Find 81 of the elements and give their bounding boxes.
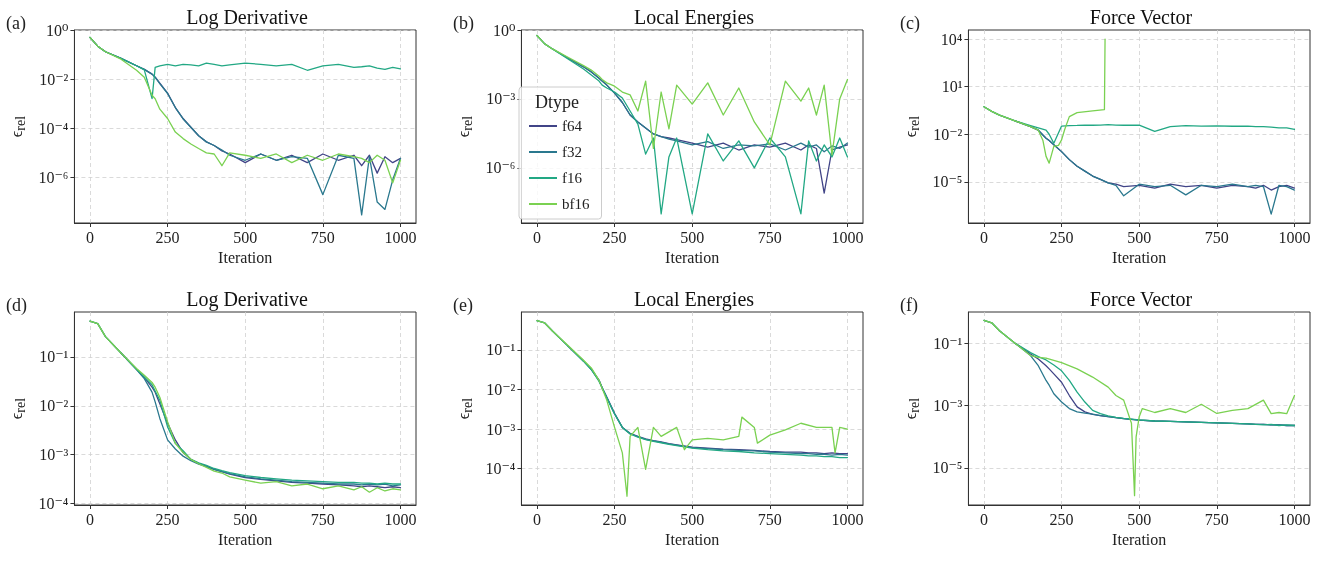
y-tick-label: 10⁻³ bbox=[39, 446, 69, 464]
x-tick-label: 750 bbox=[310, 510, 335, 528]
x-tick-label: 250 bbox=[155, 510, 180, 528]
y-tick-label: 10⁻¹ bbox=[486, 341, 516, 359]
x-tick-label: 500 bbox=[680, 510, 705, 528]
text: (f) bbox=[900, 295, 918, 316]
x-axis-title: Iteration bbox=[665, 531, 720, 549]
text: (b) bbox=[453, 13, 474, 34]
x-tick-label: 0 bbox=[85, 510, 94, 528]
x-tick-label: 750 bbox=[757, 228, 782, 246]
x-tick-label: 500 bbox=[233, 228, 258, 246]
x-tick-label: 500 bbox=[1127, 510, 1152, 528]
x-tick-label: 0 bbox=[532, 228, 541, 246]
x-tick-label: 0 bbox=[532, 510, 541, 528]
chart-title: Force Vector bbox=[1089, 288, 1193, 310]
y-axis-title: ϵrel bbox=[7, 115, 28, 138]
x-tick-label: 750 bbox=[1204, 228, 1229, 246]
legend-title: Dtype bbox=[535, 92, 579, 112]
x-tick-label: 1000 bbox=[831, 510, 864, 528]
x-tick-label: 0 bbox=[979, 228, 988, 246]
text: (a) bbox=[6, 13, 26, 34]
x-tick-label: 1000 bbox=[1278, 228, 1311, 246]
chart-title: Log Derivative bbox=[186, 6, 308, 29]
y-tick-label: 10⁻⁶ bbox=[38, 168, 69, 186]
chart-title: Log Derivative bbox=[186, 288, 308, 311]
text: (d) bbox=[6, 295, 27, 316]
x-axis-title: Iteration bbox=[218, 249, 273, 267]
legend-label: bf16 bbox=[562, 196, 590, 212]
y-tick-label: 10⁻⁴ bbox=[38, 494, 69, 512]
y-tick-label: 10⁻⁵ bbox=[932, 459, 963, 477]
x-tick-label: 750 bbox=[310, 228, 335, 246]
y-tick-label: 10⁻² bbox=[486, 380, 516, 398]
chart-title: Local Energies bbox=[633, 6, 755, 29]
legend-label: f64 bbox=[562, 118, 583, 134]
text: (c) bbox=[900, 13, 920, 34]
x-tick-label: 1000 bbox=[384, 228, 417, 246]
x-tick-label: 250 bbox=[155, 228, 180, 246]
y-tick-label: 10¹ bbox=[941, 78, 963, 96]
y-tick-label: 10⁻² bbox=[39, 70, 69, 88]
y-tick-label: 10⁰ bbox=[46, 21, 69, 39]
legend-label: f32 bbox=[562, 144, 582, 160]
chart-title: Force Vector bbox=[1089, 6, 1193, 28]
y-axis-title: ϵrel bbox=[901, 397, 922, 420]
y-tick-label: 10⁰ bbox=[493, 21, 516, 39]
x-tick-label: 750 bbox=[757, 510, 782, 528]
y-tick-label: 10⁻⁴ bbox=[38, 119, 69, 137]
y-tick-label: 10⁻⁶ bbox=[485, 159, 516, 177]
x-tick-label: 250 bbox=[602, 228, 627, 246]
x-tick-label: 1000 bbox=[1278, 510, 1311, 528]
y-tick-label: 10⁻¹ bbox=[933, 334, 963, 352]
x-axis-title: Iteration bbox=[1112, 531, 1167, 549]
x-tick-label: 1000 bbox=[831, 228, 864, 246]
x-axis-title: Iteration bbox=[218, 531, 273, 549]
x-axis-title: Iteration bbox=[1112, 249, 1167, 267]
x-tick-label: 250 bbox=[602, 510, 627, 528]
y-axis-title: ϵrel bbox=[454, 397, 475, 420]
x-tick-label: 750 bbox=[1204, 510, 1229, 528]
y-tick-label: 10⁻⁴ bbox=[485, 460, 516, 478]
y-axis-title: ϵrel bbox=[901, 115, 922, 138]
x-tick-label: 250 bbox=[1049, 510, 1074, 528]
x-tick-label: 0 bbox=[85, 228, 94, 246]
y-tick-label: 10⁴ bbox=[940, 30, 963, 48]
y-axis-title: ϵrel bbox=[454, 115, 475, 138]
legend-label: f16 bbox=[562, 170, 583, 186]
chart-title: Local Energies bbox=[633, 288, 755, 311]
y-tick-label: 10⁻⁵ bbox=[932, 173, 963, 191]
y-tick-label: 10⁻³ bbox=[486, 420, 516, 438]
y-tick-label: 10⁻³ bbox=[486, 90, 516, 108]
x-tick-label: 1000 bbox=[384, 510, 417, 528]
text: (e) bbox=[453, 295, 473, 316]
y-axis-title: ϵrel bbox=[7, 397, 28, 420]
x-tick-label: 0 bbox=[979, 510, 988, 528]
y-tick-label: 10⁻¹ bbox=[39, 348, 69, 366]
y-tick-label: 10⁻² bbox=[933, 125, 963, 143]
x-axis-title: Iteration bbox=[665, 249, 720, 267]
x-tick-label: 500 bbox=[680, 228, 705, 246]
x-tick-label: 250 bbox=[1049, 228, 1074, 246]
y-tick-label: 10⁻² bbox=[39, 397, 69, 415]
x-tick-label: 500 bbox=[1127, 228, 1152, 246]
x-tick-label: 500 bbox=[233, 510, 258, 528]
y-tick-label: 10⁻³ bbox=[933, 397, 963, 415]
